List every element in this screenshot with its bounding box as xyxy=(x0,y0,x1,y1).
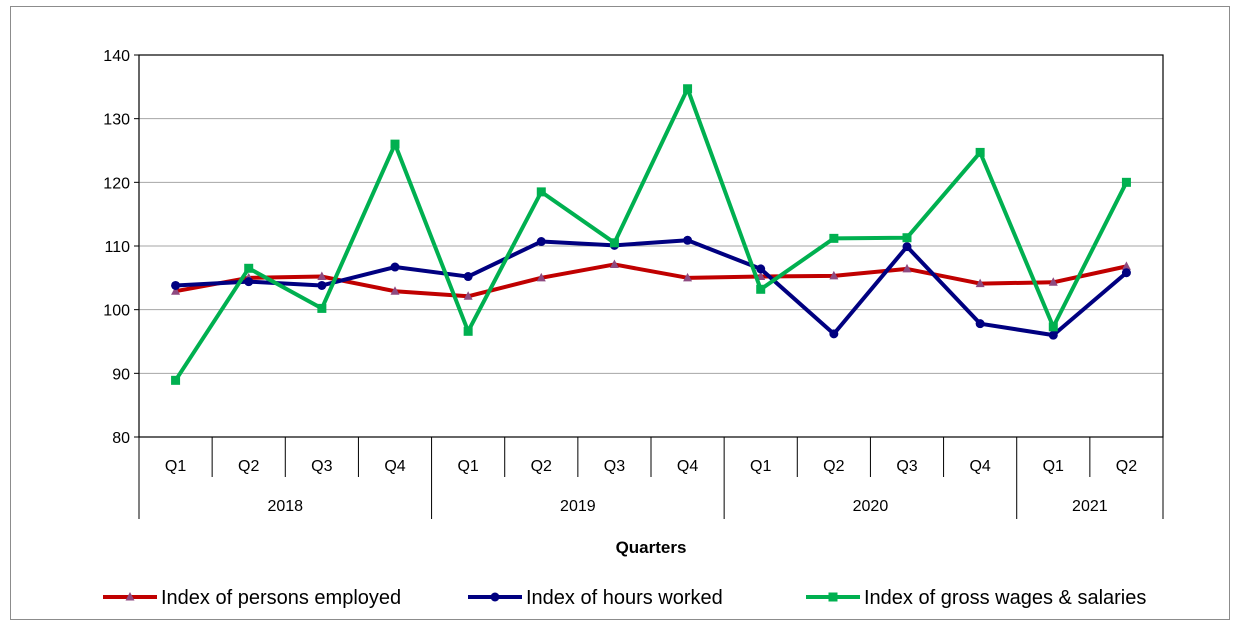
data-point xyxy=(1121,177,1131,187)
x-group-label: 2019 xyxy=(560,498,596,515)
y-tick-label: 100 xyxy=(103,303,130,320)
x-category-label: Q4 xyxy=(969,458,990,475)
data-point xyxy=(317,280,327,290)
x-axis: Q1 Q2 Q3 Q4 Q1 Q2 Q3 Q4 Q1 Q2 Q3 Q4 Q1 Q2 2018 2019 2020… xyxy=(138,437,1164,519)
data-point xyxy=(463,326,473,336)
data-point xyxy=(171,286,181,295)
series-line xyxy=(173,86,1129,382)
x-category-label: Q2 xyxy=(238,458,259,475)
legend: Index of persons employed Index of hours … xyxy=(103,587,1146,609)
data-point xyxy=(683,235,693,245)
data-point xyxy=(390,139,400,149)
x-group-label: 2018 xyxy=(267,498,303,515)
legend-label: Index of hours worked xyxy=(526,587,723,609)
data-point xyxy=(463,272,473,282)
series-1 xyxy=(171,235,1131,340)
legend-marker xyxy=(125,592,135,601)
series-2 xyxy=(171,84,1131,385)
x-category-label: Q4 xyxy=(384,458,405,475)
legend-label: Index of persons employed xyxy=(161,587,401,609)
series-0 xyxy=(171,259,1131,300)
data-point xyxy=(244,277,254,287)
data-point xyxy=(463,291,473,300)
data-point xyxy=(536,237,546,247)
data-point xyxy=(171,280,181,290)
data-point xyxy=(1048,322,1058,332)
x-category-label: Q3 xyxy=(896,458,917,475)
x-category-label: Q2 xyxy=(531,458,552,475)
data-point xyxy=(609,259,619,268)
x-category-label: Q3 xyxy=(311,458,332,475)
data-point xyxy=(536,272,546,282)
series-line xyxy=(175,262,1127,299)
data-point xyxy=(975,319,985,329)
data-point xyxy=(1048,277,1058,286)
chart-frame xyxy=(10,6,1230,620)
legend-label: Index of gross wages & salaries xyxy=(864,587,1146,609)
data-point xyxy=(975,278,985,288)
data-point xyxy=(829,329,839,339)
data-point xyxy=(536,187,546,197)
y-axis-ticks: 80 90 100 110 120 130 140 xyxy=(103,48,139,447)
data-point xyxy=(975,147,985,157)
data-point xyxy=(902,233,912,243)
gridlines xyxy=(139,54,1163,438)
data-point xyxy=(390,262,400,272)
data-point xyxy=(683,84,693,94)
data-point xyxy=(317,303,327,313)
y-tick-label: 140 xyxy=(103,48,130,65)
y-tick-label: 120 xyxy=(103,175,130,192)
data-point xyxy=(317,271,327,281)
y-tick-label: 90 xyxy=(112,366,130,383)
data-point xyxy=(902,242,912,252)
y-tick-label: 130 xyxy=(103,112,130,129)
data-point xyxy=(244,263,254,273)
data-point xyxy=(390,286,400,295)
data-point xyxy=(609,238,619,248)
series-lines xyxy=(171,84,1131,385)
data-point xyxy=(829,270,839,280)
data-point xyxy=(1048,330,1058,340)
x-category-label: Q1 xyxy=(457,458,478,475)
data-point xyxy=(756,284,766,294)
y-tick-label: 110 xyxy=(104,239,130,256)
data-point xyxy=(902,263,912,273)
data-point xyxy=(829,233,839,243)
y-tick-label: 80 xyxy=(112,430,130,447)
x-category-label: Q2 xyxy=(823,458,844,475)
data-point xyxy=(1121,268,1131,278)
x-category-label: Q1 xyxy=(165,458,186,475)
x-category-label: Q4 xyxy=(677,458,698,475)
x-group-label: 2020 xyxy=(853,498,889,515)
x-category-label: Q3 xyxy=(604,458,625,475)
x-category-label: Q1 xyxy=(750,458,771,475)
data-point xyxy=(1121,261,1131,270)
legend-marker xyxy=(828,592,838,602)
x-category-label: Q1 xyxy=(1043,458,1064,475)
legend-marker xyxy=(490,592,500,602)
data-point xyxy=(756,264,766,274)
x-category-label: Q2 xyxy=(1116,458,1137,475)
x-axis-title: Quarters xyxy=(616,538,687,557)
data-point xyxy=(171,375,181,385)
x-group-label: 2021 xyxy=(1072,498,1108,515)
data-point xyxy=(683,272,693,282)
